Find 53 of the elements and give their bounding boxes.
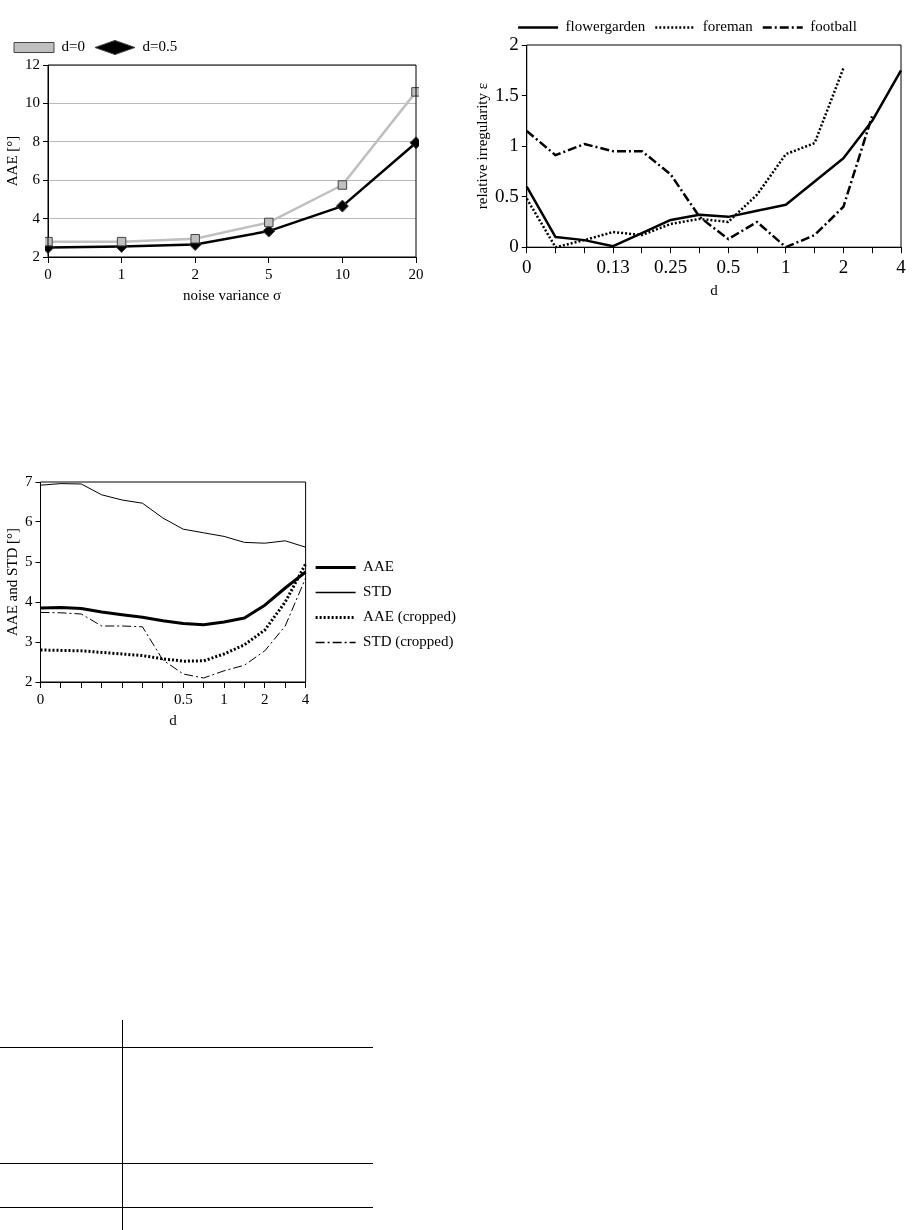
point xyxy=(262,224,276,238)
x-axis-title: noise variance σ xyxy=(182,286,282,303)
y-axis-title: relative irregularity ε xyxy=(473,82,490,210)
y-tick-label: 5 xyxy=(25,552,33,569)
point xyxy=(190,234,200,244)
x-tick-label: 1 xyxy=(117,265,126,282)
x-tick-label: 1 xyxy=(781,255,791,277)
y-tick-label: 2 xyxy=(25,672,33,689)
legend-label: AAE xyxy=(363,558,394,575)
x-tick-label: 10 xyxy=(334,265,350,282)
legend-label: flowergarden xyxy=(565,18,646,35)
y-tick-label: 7 xyxy=(25,472,33,489)
point xyxy=(116,236,127,247)
point xyxy=(337,180,348,190)
y-tick-label: 1 xyxy=(509,134,519,156)
y-axis-title: AAE and STD [°] xyxy=(3,527,20,637)
x-tick-label: 2 xyxy=(191,265,199,282)
x-axis-title: d xyxy=(710,281,719,298)
y-tick-label: 8 xyxy=(32,132,40,149)
y-tick-label: 0.5 xyxy=(495,184,519,206)
legend-label: AAE (cropped) xyxy=(363,608,457,626)
x-tick-label: 0.5 xyxy=(716,255,741,277)
y-tick-label: 4 xyxy=(32,209,41,226)
x-tick-label: 4 xyxy=(301,690,310,707)
y-tick-label: 6 xyxy=(25,512,33,529)
x-tick-label: 20 xyxy=(408,265,424,282)
y-tick-label: 4 xyxy=(25,592,33,609)
point xyxy=(335,199,349,213)
y-tick-label: 3 xyxy=(25,632,33,649)
y-tick-label: 0 xyxy=(509,235,519,257)
legend-label: d=0.5 xyxy=(142,38,178,55)
x-tick-label: 0.25 xyxy=(654,255,688,277)
y-tick-label: 12 xyxy=(25,55,40,72)
x-tick-label: 2 xyxy=(261,690,269,707)
y-tick-label: 1.5 xyxy=(495,83,519,105)
x-tick-label: 0.5 xyxy=(173,690,193,707)
legend-label: STD xyxy=(363,583,392,600)
x-tick-label: 1 xyxy=(220,690,228,707)
x-tick-label: 2 xyxy=(838,255,849,277)
x-tick-label: 5 xyxy=(265,265,273,282)
x-axis-title: d xyxy=(169,711,178,728)
legend-label: d=0 xyxy=(61,38,85,55)
x-tick-label: 4 xyxy=(896,255,907,277)
y-tick-label: 2 xyxy=(509,32,519,54)
legend-label: STD (cropped) xyxy=(363,633,454,651)
legend-label: foreman xyxy=(702,18,754,35)
legend-label: football xyxy=(810,18,857,35)
y-axis-title: AAE [°] xyxy=(3,135,20,187)
x-tick-label: 0.13 xyxy=(596,255,630,277)
point xyxy=(264,217,274,228)
y-tick-label: 6 xyxy=(32,171,41,188)
y-tick-label: 10 xyxy=(25,94,40,111)
x-tick-label: 0 xyxy=(44,265,52,282)
